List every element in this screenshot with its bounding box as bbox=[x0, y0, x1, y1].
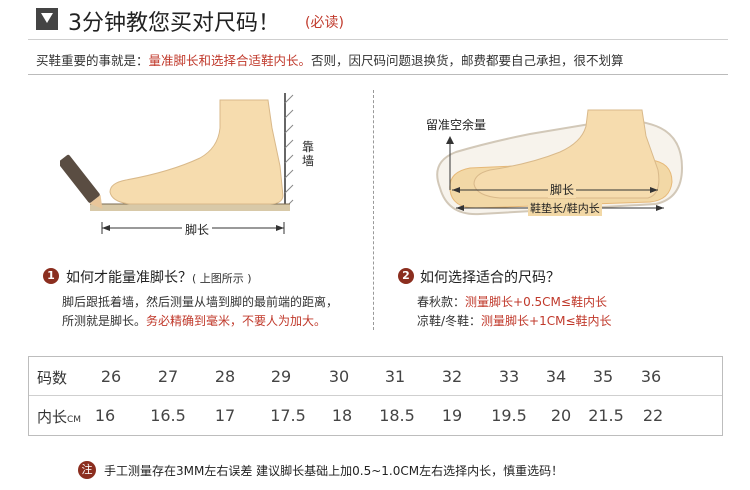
length-row-label: 内长CM bbox=[37, 406, 81, 427]
size-cell: 32 bbox=[441, 367, 463, 386]
length-cell: 22 bbox=[642, 406, 664, 425]
length-cell: 18 bbox=[331, 406, 353, 425]
step1-title-text: 如何才能量准脚长？ bbox=[66, 270, 192, 286]
length-cell: 16.5 bbox=[150, 406, 186, 425]
step2-line2: 凉鞋/冬鞋：测量脚长+1CM≤鞋内长 bbox=[417, 312, 612, 331]
step1-body: 脚后跟抵着墙，然后测量从墙到脚的最前端的距离， 所测就是脚长。务必精确到毫米，不… bbox=[62, 293, 338, 331]
insole-length-label: 鞋垫长/鞋内长 bbox=[528, 200, 602, 216]
step2-title: 如何选择适合的尺码？ bbox=[420, 270, 560, 286]
step2-line1-prefix: 春秋款： bbox=[417, 295, 466, 309]
shoe-fit-illustration bbox=[436, 109, 684, 216]
step1-line2: 所测就是脚长。务必精确到毫米，不要人为加大。 bbox=[62, 312, 338, 331]
size-table: 码数 26 27 28 29 30 31 32 33 34 35 36 内长CM… bbox=[28, 356, 723, 436]
header: 3分钟教您买对尺码！ (必读) bbox=[0, 0, 750, 42]
intro-suffix: 否则，因尺码问题退换货，邮费都要自己承担，很不划算 bbox=[311, 53, 624, 68]
size-cell: 29 bbox=[270, 367, 292, 386]
length-cell: 19 bbox=[441, 406, 463, 425]
step1-line1: 脚后跟抵着墙，然后测量从墙到脚的最前端的距离， bbox=[62, 295, 339, 309]
step2-line1: 春秋款：测量脚长+0.5CM≤鞋内长 bbox=[417, 293, 612, 312]
size-cell: 30 bbox=[328, 367, 350, 386]
size-cell: 26 bbox=[100, 367, 122, 386]
size-cell: 33 bbox=[498, 367, 520, 386]
intro-highlight: 量准脚长和选择合适鞋内长。 bbox=[148, 53, 312, 68]
foot-measure-illustration bbox=[60, 93, 294, 234]
length-cell: 18.5 bbox=[379, 406, 415, 425]
intro-divider bbox=[28, 74, 728, 75]
step2-line2-prefix: 凉鞋/冬鞋： bbox=[417, 314, 482, 328]
step2-line2-highlight: 测量脚长+1CM≤鞋内长 bbox=[481, 314, 612, 328]
note-badge: 注 bbox=[78, 461, 96, 479]
panel-divider bbox=[373, 90, 374, 330]
size-row: 码数 26 27 28 29 30 31 32 33 34 35 36 bbox=[29, 357, 722, 396]
wall-label: 靠墙 bbox=[302, 140, 315, 168]
length-cell: 17 bbox=[214, 406, 236, 425]
step1-title: 如何才能量准脚长？( 上图所示 ) bbox=[66, 267, 252, 287]
step1-line2-highlight: 务必精确到毫米，不要人为加大。 bbox=[146, 314, 327, 328]
step2-body: 春秋款：测量脚长+0.5CM≤鞋内长 凉鞋/冬鞋：测量脚长+1CM≤鞋内长 bbox=[417, 293, 612, 331]
length-row-unit: CM bbox=[67, 415, 82, 425]
step1-badge: 1 bbox=[43, 268, 59, 284]
length-cell: 16 bbox=[94, 406, 116, 425]
down-arrow-icon bbox=[36, 8, 58, 30]
size-cell: 34 bbox=[545, 367, 567, 386]
must-read-note: (必读) bbox=[305, 15, 344, 31]
length-row-label-text: 内长 bbox=[37, 408, 68, 426]
size-row-label: 码数 bbox=[37, 369, 68, 387]
size-cell: 35 bbox=[592, 367, 614, 386]
length-cell: 21.5 bbox=[588, 406, 624, 425]
space-label: 留准空余量 bbox=[426, 118, 487, 132]
foot-length-label-left: 脚长 bbox=[182, 221, 213, 238]
intro-text: 买鞋重要的事就是：量准脚长和选择合适鞋内长。否则，因尺码问题退换货，邮费都要自己… bbox=[36, 50, 624, 69]
header-divider bbox=[28, 39, 728, 40]
size-cell: 36 bbox=[640, 367, 662, 386]
length-cell: 19.5 bbox=[491, 406, 527, 425]
length-cell: 20 bbox=[550, 406, 572, 425]
intro-prefix: 买鞋重要的事就是： bbox=[36, 53, 149, 68]
step1-line2-prefix: 所测就是脚长。 bbox=[62, 314, 147, 328]
note-text: 手工测量存在3MM左右误差 建议脚长基础上加0.5~1.0CM左右选择内长，慎重… bbox=[104, 464, 564, 478]
foot-length-label-right: 脚长 bbox=[548, 181, 577, 198]
step2-line1-highlight: 测量脚长+0.5CM≤鞋内长 bbox=[465, 295, 607, 309]
size-cell: 28 bbox=[214, 367, 236, 386]
length-cell: 17.5 bbox=[270, 406, 306, 425]
size-cell: 27 bbox=[157, 367, 179, 386]
size-cell: 31 bbox=[384, 367, 406, 386]
length-row: 内长CM 16 16.5 17 17.5 18 18.5 19 19.5 20 … bbox=[29, 396, 722, 434]
page-title: 3分钟教您买对尺码！ bbox=[68, 11, 280, 36]
step2-badge: 2 bbox=[398, 268, 414, 284]
step1-subtitle: ( 上图所示 ) bbox=[192, 272, 252, 285]
